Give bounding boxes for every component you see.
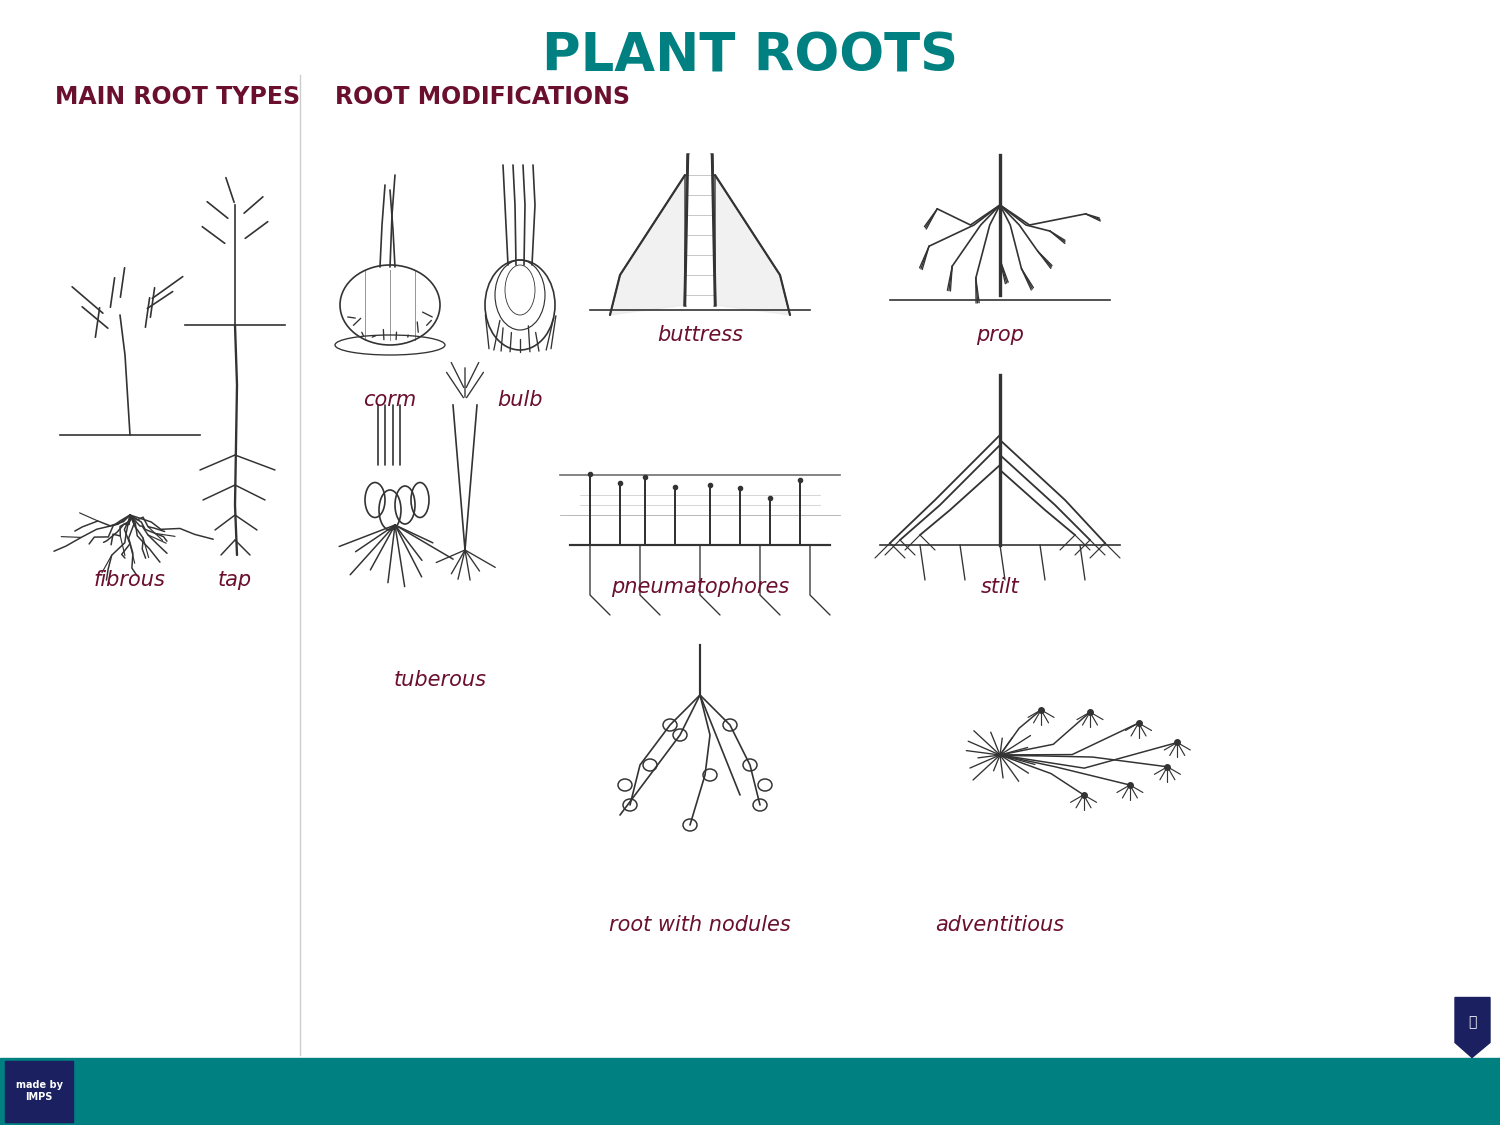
Text: pneumatophores: pneumatophores xyxy=(610,577,789,597)
Ellipse shape xyxy=(622,799,638,811)
Bar xyxy=(4,1061,74,1122)
Ellipse shape xyxy=(758,778,772,791)
Text: corm: corm xyxy=(363,390,417,410)
Ellipse shape xyxy=(674,729,687,741)
Text: made by
IMPS: made by IMPS xyxy=(15,1080,63,1102)
Ellipse shape xyxy=(704,770,717,781)
Text: tap: tap xyxy=(217,570,252,590)
Ellipse shape xyxy=(644,759,657,771)
Text: adventitious: adventitious xyxy=(936,915,1065,935)
Polygon shape xyxy=(716,176,791,315)
Text: tuberous: tuberous xyxy=(393,670,486,690)
Text: fibrous: fibrous xyxy=(94,570,166,590)
Ellipse shape xyxy=(753,799,766,811)
Text: stilt: stilt xyxy=(981,577,1020,597)
Text: prop: prop xyxy=(976,325,1024,345)
Text: buttress: buttress xyxy=(657,325,742,345)
Ellipse shape xyxy=(723,719,736,731)
Text: root with nodules: root with nodules xyxy=(609,915,790,935)
Text: bulb: bulb xyxy=(496,390,543,410)
Ellipse shape xyxy=(742,759,758,771)
Polygon shape xyxy=(610,176,686,315)
Text: Ⓡ: Ⓡ xyxy=(1468,1016,1476,1029)
Text: ROOT MODIFICATIONS: ROOT MODIFICATIONS xyxy=(334,86,630,109)
Ellipse shape xyxy=(618,778,632,791)
Polygon shape xyxy=(1455,998,1490,1058)
Ellipse shape xyxy=(663,719,676,731)
Polygon shape xyxy=(686,155,716,305)
Text: PLANT ROOTS: PLANT ROOTS xyxy=(542,30,958,82)
Ellipse shape xyxy=(682,819,698,831)
Bar xyxy=(0,1058,1500,1125)
Text: MAIN ROOT TYPES: MAIN ROOT TYPES xyxy=(56,86,300,109)
